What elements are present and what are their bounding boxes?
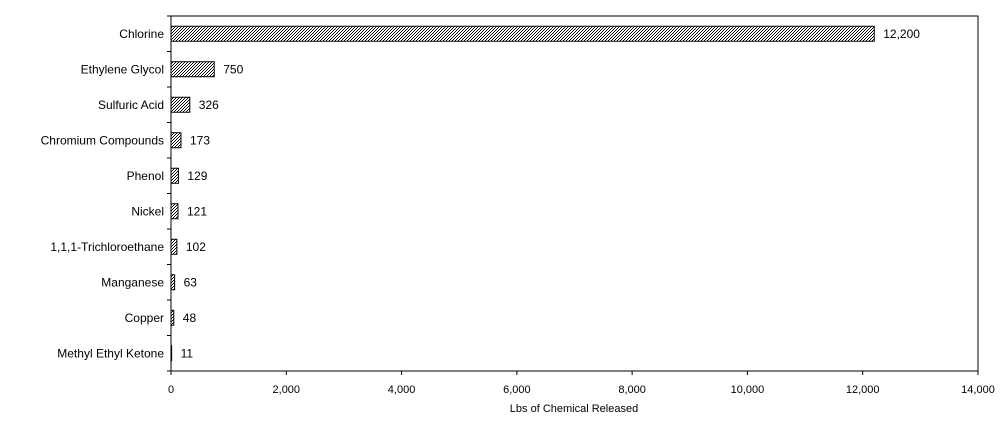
- data-label: 11: [181, 346, 194, 360]
- bar: [170, 203, 179, 220]
- bar: [170, 132, 182, 149]
- bar: [170, 238, 178, 255]
- x-tick-label: 8,000: [618, 384, 646, 396]
- bar: [170, 61, 215, 78]
- data-label: 326: [199, 98, 219, 112]
- x-tick-label: 6,000: [503, 384, 531, 396]
- data-label: 129: [187, 169, 207, 183]
- bar: [170, 345, 173, 362]
- x-tick-label: 4,000: [388, 384, 416, 396]
- x-tick-label: 14,000: [961, 384, 995, 396]
- category-label: Nickel: [131, 204, 164, 218]
- category-label: Sulfuric Acid: [98, 98, 164, 112]
- bars-layer: 12,200 750 326 173 129 121 102 63 48 11: [170, 25, 920, 362]
- x-axis-title: Lbs of Chemical Released: [510, 403, 638, 415]
- bar: [170, 96, 191, 113]
- x-tick-label: 2,000: [273, 384, 301, 396]
- bar: [170, 274, 176, 291]
- category-label: Chlorine: [119, 27, 164, 41]
- bar: [170, 167, 179, 184]
- x-axis: 0 2,000 4,000 6,000 8,000 10,000 12,000 14,000: [168, 371, 995, 396]
- data-label: 12,200: [883, 27, 920, 41]
- category-label: Manganese: [101, 275, 164, 289]
- plot-area-frame: [170, 15, 979, 372]
- data-label: 102: [186, 240, 206, 254]
- x-tick-label: 12,000: [846, 384, 880, 396]
- category-label: Chromium Compounds: [41, 133, 164, 147]
- category-label: 1,1,1-Trichloroethane: [50, 240, 164, 254]
- data-label: 48: [183, 311, 197, 325]
- data-label: 173: [190, 133, 210, 147]
- data-label: 63: [184, 275, 198, 289]
- x-tick-label: 0: [168, 384, 174, 396]
- category-label: Copper: [125, 311, 164, 325]
- category-label: Phenol: [127, 169, 164, 183]
- data-label: 750: [223, 62, 243, 76]
- category-label: Ethylene Glycol: [81, 62, 164, 76]
- bar: [170, 309, 175, 326]
- y-axis: Chlorine Ethylene Glycol Sulfuric Acid Chro…: [41, 15, 171, 372]
- bar: [170, 25, 875, 42]
- x-tick-label: 10,000: [731, 384, 765, 396]
- data-label: 121: [187, 204, 207, 218]
- category-label: Methyl Ethyl Ketone: [57, 346, 164, 360]
